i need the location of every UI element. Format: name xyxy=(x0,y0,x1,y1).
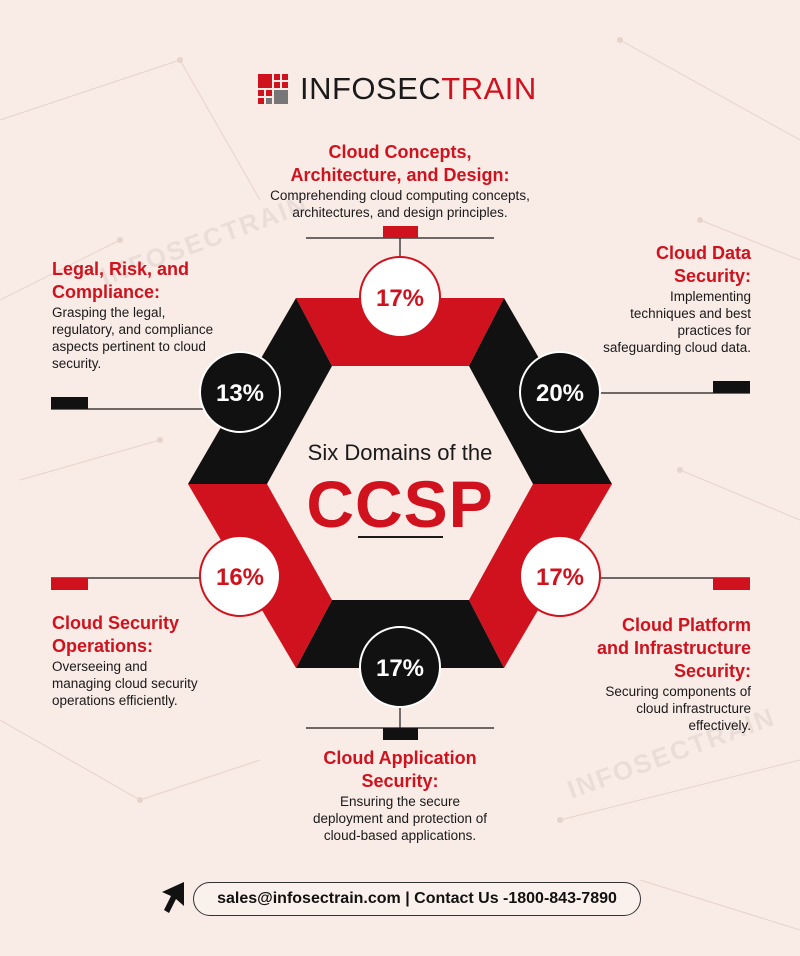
domain-platform: Cloud Platform and Infrastructure Securi… xyxy=(551,614,751,734)
domain-data-title-1: Cloud Data xyxy=(655,243,751,263)
percent-circle-data xyxy=(519,351,601,433)
center-subtitle: Six Domains of the xyxy=(307,440,493,465)
domain-concepts: Cloud Concepts, Architecture, and Design… xyxy=(240,141,560,221)
center-divider xyxy=(358,536,443,538)
domain-application-desc-1: Ensuring the secure xyxy=(339,794,461,809)
domain-application-title-2: Security: xyxy=(361,771,439,791)
brand-prefix: INFOSEC xyxy=(300,71,442,106)
domain-concepts-title-1: Cloud Concepts, xyxy=(328,142,472,162)
tab-right-lower xyxy=(713,578,750,590)
domain-concepts-desc-2: architectures, and design principles. xyxy=(292,205,508,220)
brand-suffix: TRAIN xyxy=(441,71,537,106)
domain-data-title-2: Security: xyxy=(673,266,751,286)
percent-concepts: 17% xyxy=(376,285,424,312)
center-title: CCSP xyxy=(306,467,494,541)
tab-left-upper xyxy=(51,397,88,409)
tab-right-upper xyxy=(713,381,750,393)
cursor-arrow-icon xyxy=(162,882,184,913)
domain-operations-desc-3: operations efficiently. xyxy=(52,693,178,708)
domain-operations-desc-1: Overseeing and xyxy=(52,659,148,674)
tab-bottom xyxy=(383,728,418,740)
domain-data: Cloud Data Security: Implementing techni… xyxy=(540,242,751,356)
brand-logo: INFOSECTRAIN xyxy=(258,71,537,107)
domain-data-desc-1: Implementing xyxy=(669,289,751,304)
percent-circle-legal xyxy=(199,351,281,433)
domain-legal: Legal, Risk, and Compliance: Grasping th… xyxy=(52,258,262,372)
percent-application: 17% xyxy=(376,655,424,682)
domain-legal-title-1: Legal, Risk, and xyxy=(52,259,190,279)
percent-data: 20% xyxy=(536,380,584,407)
domain-legal-desc-2: regulatory, and compliance xyxy=(52,322,214,337)
percent-platform: 17% xyxy=(536,564,584,591)
domain-application-desc-2: deployment and protection of xyxy=(312,811,488,826)
domain-platform-title-1: Cloud Platform xyxy=(622,615,751,635)
domain-concepts-title-2: Architecture, and Design: xyxy=(290,165,510,185)
percent-circle-concepts xyxy=(359,256,441,338)
domain-data-desc-3: practices for xyxy=(677,323,751,338)
contact-info[interactable]: sales@infosectrain.com | Contact Us -180… xyxy=(193,882,641,916)
domain-legal-desc-4: security. xyxy=(52,356,102,371)
domain-operations-title-1: Cloud Security xyxy=(52,613,180,633)
domain-platform-desc-3: effectively. xyxy=(688,718,751,733)
percent-operations: 16% xyxy=(216,564,264,591)
percent-circle-operations xyxy=(199,535,281,617)
percent-legal: 13% xyxy=(216,380,264,407)
domain-legal-title-2: Compliance: xyxy=(52,282,161,302)
percent-circle-platform xyxy=(519,535,601,617)
domain-platform-desc-1: Securing components of xyxy=(605,684,751,699)
domain-operations: Cloud Security Operations: Overseeing an… xyxy=(52,612,252,709)
tab-top xyxy=(383,226,418,238)
logo-mark-icon xyxy=(258,74,288,104)
tab-left-lower xyxy=(51,578,88,590)
domain-application-title-1: Cloud Application xyxy=(323,748,477,768)
domain-operations-title-2: Operations: xyxy=(52,636,154,656)
domain-application-desc-3: cloud-based applications. xyxy=(323,828,477,843)
domain-operations-desc-2: managing cloud security xyxy=(52,676,198,691)
domain-legal-desc-3: aspects pertinent to cloud xyxy=(52,339,206,354)
domain-application: Cloud Application Security: Ensuring the… xyxy=(260,747,540,844)
domain-concepts-desc-1: Comprehending cloud computing concepts, xyxy=(270,188,530,203)
brand-name: INFOSECTRAIN xyxy=(300,71,537,107)
domain-data-desc-4: safeguarding cloud data. xyxy=(603,340,751,355)
domain-data-desc-2: techniques and best xyxy=(630,306,751,321)
percent-circle-application xyxy=(359,626,441,708)
domain-platform-title-3: Security: xyxy=(673,661,751,681)
domain-platform-title-2: and Infrastructure xyxy=(596,638,751,658)
domain-platform-desc-2: cloud infrastructure xyxy=(636,701,751,716)
domain-legal-desc-1: Grasping the legal, xyxy=(52,305,166,320)
